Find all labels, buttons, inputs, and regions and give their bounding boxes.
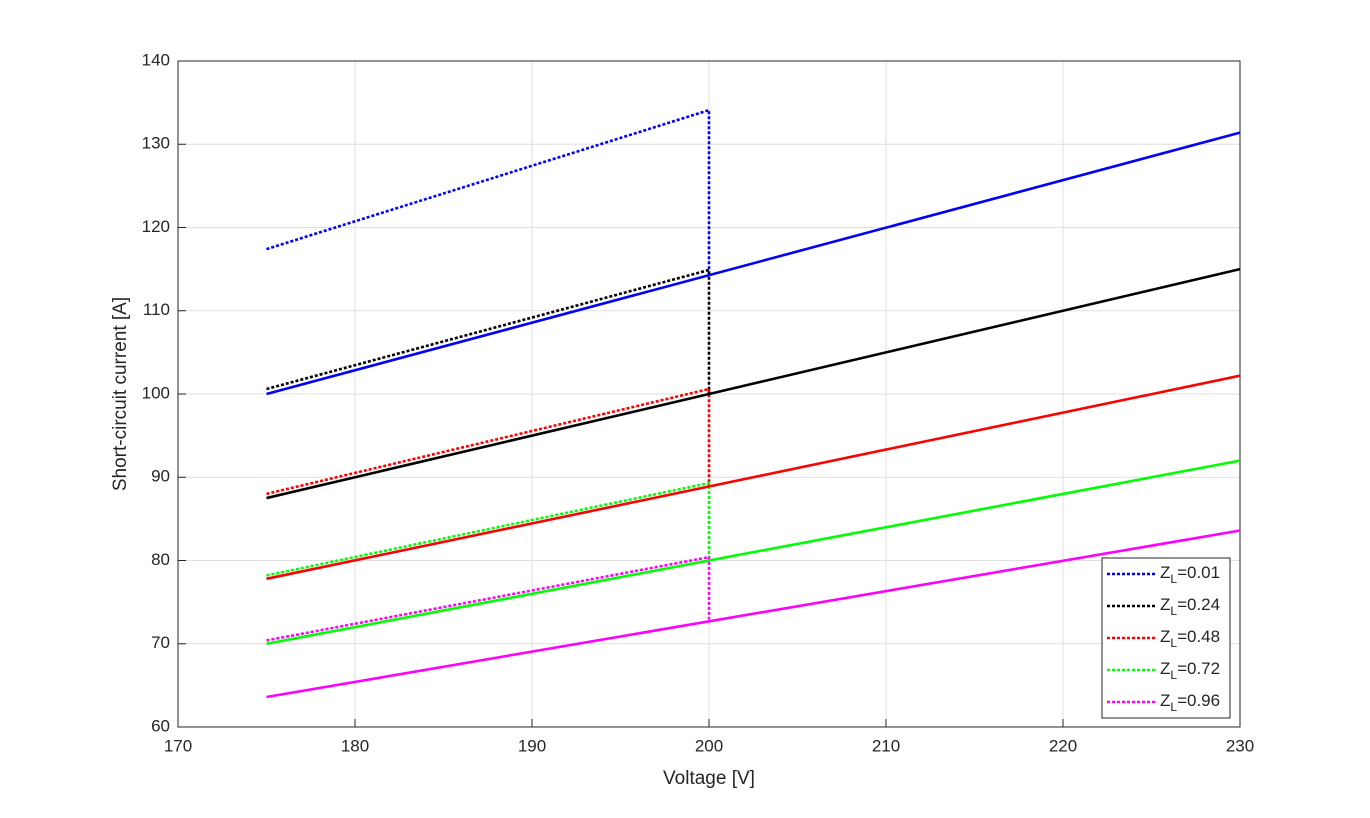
y-tick-label: 60 — [151, 716, 170, 735]
x-tick-label: 170 — [164, 736, 192, 755]
series-line — [266, 374, 1241, 581]
legend-label: ZL=0.01 — [1160, 563, 1220, 586]
series-line — [266, 529, 1241, 699]
y-axis-label: Short-circuit current [A] — [110, 297, 131, 491]
series-line — [266, 267, 1241, 500]
x-tick-label: 230 — [1226, 736, 1254, 755]
x-tick-label: 180 — [341, 736, 369, 755]
y-tick-label: 100 — [142, 383, 170, 402]
legend-label: ZL=0.24 — [1160, 595, 1220, 618]
y-tick-label: 110 — [143, 300, 170, 319]
y-tick-label: 140 — [142, 50, 170, 69]
x-tick-label: 210 — [872, 736, 900, 755]
series-line — [266, 459, 1241, 646]
plot-frame — [177, 60, 1241, 728]
x-axis-label: Voltage [V] — [663, 768, 755, 789]
x-tick-label: 220 — [1049, 736, 1077, 755]
legend-label: ZL=0.72 — [1160, 659, 1220, 682]
x-tick-label: 190 — [518, 736, 546, 755]
series-line — [266, 387, 711, 496]
y-tick-label: 90 — [151, 467, 170, 486]
y-tick-label: 120 — [142, 217, 170, 236]
x-tick-label: 200 — [695, 736, 723, 755]
y-tick-label: 130 — [142, 134, 170, 153]
series-line — [266, 268, 711, 394]
legend-label: ZL=0.96 — [1160, 691, 1220, 714]
legend-label: ZL=0.48 — [1160, 627, 1220, 650]
y-tick-label: 70 — [151, 633, 170, 652]
series-line — [266, 481, 711, 577]
series-line — [266, 555, 711, 642]
y-tick-label: 80 — [151, 550, 170, 569]
series-line — [266, 131, 1241, 396]
